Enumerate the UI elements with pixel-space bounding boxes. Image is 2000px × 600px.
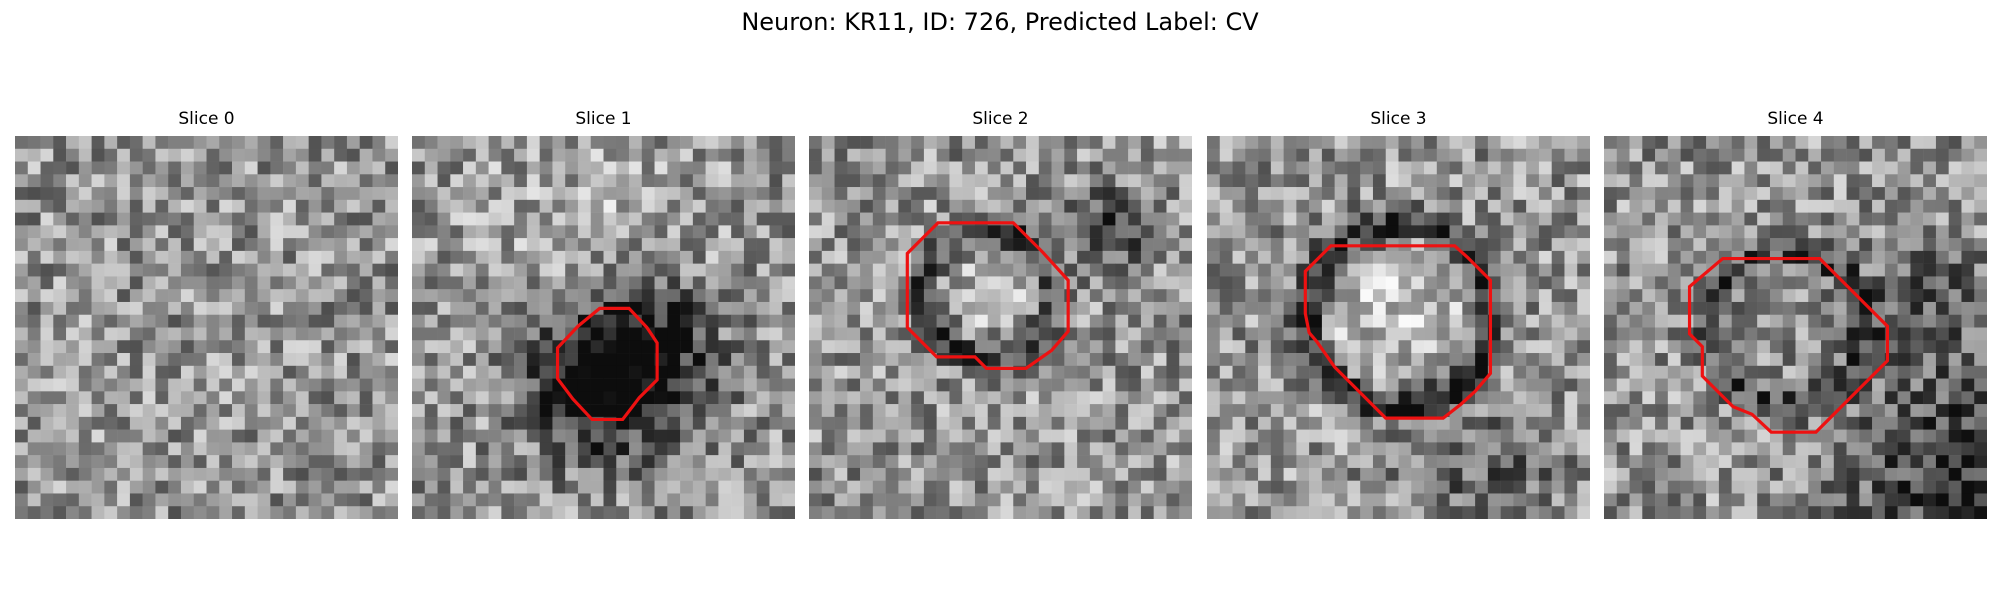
slice-title-3: Slice 3 — [1370, 109, 1427, 129]
slice-image-3 — [1207, 136, 1590, 519]
slice-image-1 — [412, 136, 795, 519]
cell-contour — [555, 306, 659, 422]
slice-panel-3: Slice 3 — [1207, 108, 1590, 519]
slice-image-2 — [809, 136, 1192, 519]
slice-image-4 — [1604, 136, 1987, 519]
slice-title-0: Slice 0 — [178, 109, 235, 129]
cell-contour — [905, 221, 1070, 370]
slice-image-0 — [15, 136, 398, 519]
slice-title-2: Slice 2 — [972, 109, 1029, 129]
slice-title-1: Slice 1 — [575, 109, 632, 129]
slice-panel-1: Slice 1 — [412, 108, 795, 519]
cell-contour — [1687, 256, 1890, 434]
slice-panel-2: Slice 2 — [809, 108, 1192, 519]
cell-contour — [1303, 244, 1493, 420]
slice-panel-4: Slice 4 — [1604, 108, 1987, 519]
slice-panel-0: Slice 0 — [15, 108, 398, 519]
figure-title: Neuron: KR11, ID: 726, Predicted Label: … — [741, 8, 1259, 36]
slice-title-4: Slice 4 — [1767, 109, 1824, 129]
